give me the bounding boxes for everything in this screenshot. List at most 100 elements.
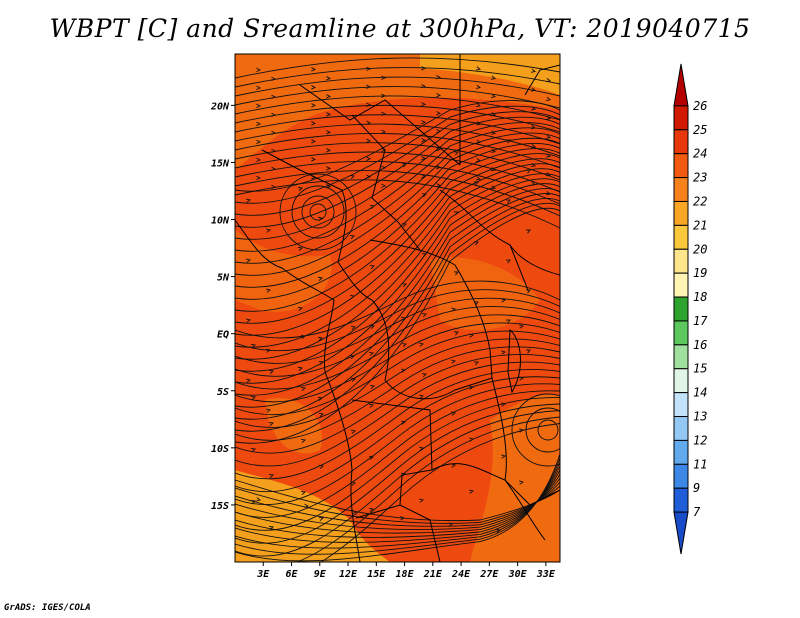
streamline-arrow: [501, 350, 507, 355]
colorbar-label: 11: [693, 457, 707, 471]
streamline: [235, 178, 560, 372]
streamline-arrow: [530, 87, 537, 92]
lat-tick-label: 15S: [211, 501, 229, 512]
streamline: [235, 306, 560, 377]
streamline-arrow: [256, 175, 262, 181]
colorbar-swatch: [673, 320, 689, 346]
streamline-arrow: [300, 438, 306, 444]
streamline-arrow: [256, 85, 262, 91]
streamline-arrow: [475, 102, 482, 108]
streamline: [235, 170, 560, 217]
streamline-arrow: [271, 130, 277, 136]
colorbar-label: 24: [693, 147, 707, 161]
streamline-arrow: [250, 344, 256, 349]
streamline: [235, 183, 560, 384]
streamline: [235, 383, 560, 505]
lat-tick-label: 5N: [217, 273, 230, 284]
streamline-arrow: [311, 85, 317, 90]
streamline-arrow: [490, 93, 497, 99]
streamline-arrow: [401, 420, 407, 425]
colorbar-label: 19: [693, 266, 707, 280]
streamline-arrow: [318, 412, 324, 418]
streamline-arrow: [519, 324, 525, 329]
lon-tick-label: 18E: [396, 569, 415, 580]
streamline-arrow: [545, 172, 552, 177]
streamline-arrow: [421, 313, 427, 318]
streamline: [235, 111, 560, 216]
streamline-arrow: [246, 198, 252, 203]
streamline-arrow: [421, 102, 427, 107]
streamline-arrow: [473, 361, 479, 366]
streamline: [235, 163, 560, 336]
colorbar-label: 14: [693, 386, 707, 400]
field-warm-southeast: [470, 393, 560, 562]
streamline-arrow: [271, 184, 277, 190]
streamline: [235, 137, 560, 276]
map-frame: [234, 53, 561, 563]
streamline-arrow: [490, 75, 497, 80]
lat-tick-label: 20N: [210, 101, 230, 112]
streamline-arrow: [419, 498, 425, 503]
streamline-arrow: [326, 112, 332, 117]
streamline-arrow: [350, 325, 357, 330]
streamline-arrow: [317, 276, 323, 281]
streamline-arrow: [326, 76, 332, 81]
streamline-arrow: [453, 211, 459, 216]
colorbar-swatch: [673, 487, 689, 513]
streamline: [235, 280, 560, 339]
lon-tick-label: 6E: [285, 569, 298, 580]
streamline-arrow: [505, 199, 511, 204]
streamline: [235, 330, 560, 416]
streamline: [235, 132, 560, 264]
field-lighter-center: [430, 257, 540, 331]
streamline-arrow: [368, 455, 375, 460]
lon-tick-label: 3E: [256, 569, 270, 580]
streamline-arrow: [505, 319, 511, 324]
streamline-arrow: [436, 93, 442, 98]
streamline: [235, 410, 560, 557]
streamline-arrow: [352, 509, 358, 515]
colorbar-swatch: [673, 200, 689, 226]
streamline: [295, 416, 560, 562]
streamline: [235, 202, 560, 432]
streamline-arrow: [421, 138, 427, 143]
border-sudan: [439, 189, 529, 291]
streamline: [235, 346, 560, 441]
streamline-arrow: [505, 139, 511, 144]
streamline-arrow: [475, 66, 482, 71]
streamline: [235, 95, 560, 121]
streamline-arrow: [401, 316, 407, 321]
lon-tick-label: 30E: [508, 569, 528, 580]
streamline-arrow: [545, 78, 552, 83]
streamline: [235, 100, 560, 192]
colorbar-swatch: [673, 177, 689, 202]
streamline: [235, 188, 560, 396]
colorbar-label: 25: [693, 123, 707, 137]
vortex-ring: [279, 173, 357, 251]
streamline-arrow: [530, 68, 537, 73]
streamline-arrow: [473, 301, 479, 306]
streamline-arrow: [318, 464, 324, 470]
streamline: [235, 122, 560, 240]
streamline-arrow: [419, 446, 425, 451]
streamline-arrow: [250, 448, 256, 453]
latitude-axis: 20N 15N 10N 5N EQ 5S 10S 15S: [210, 101, 235, 512]
streamline-arrow: [256, 67, 262, 73]
colorbar-swatch: [673, 129, 689, 155]
streamline-arrow: [401, 223, 407, 228]
colorbar-swatch: [673, 463, 689, 489]
streamline-arrow: [246, 258, 252, 263]
streamline-arrow: [369, 205, 375, 210]
colorbar-swatch: [673, 248, 689, 274]
border-mozambique: [504, 479, 560, 506]
colorbar-swatch: [673, 153, 689, 179]
streamline-arrow: [369, 265, 375, 270]
streamline-arrow: [318, 516, 324, 522]
vortex-ring: [511, 393, 560, 467]
streamline-arrow: [349, 355, 355, 360]
streamline: [235, 114, 560, 145]
streamline-arrow: [453, 271, 459, 276]
lon-tick-label: 21E: [423, 569, 443, 580]
colorbar-triangle-bottom: [673, 511, 689, 555]
streamline-arrow: [545, 134, 552, 139]
